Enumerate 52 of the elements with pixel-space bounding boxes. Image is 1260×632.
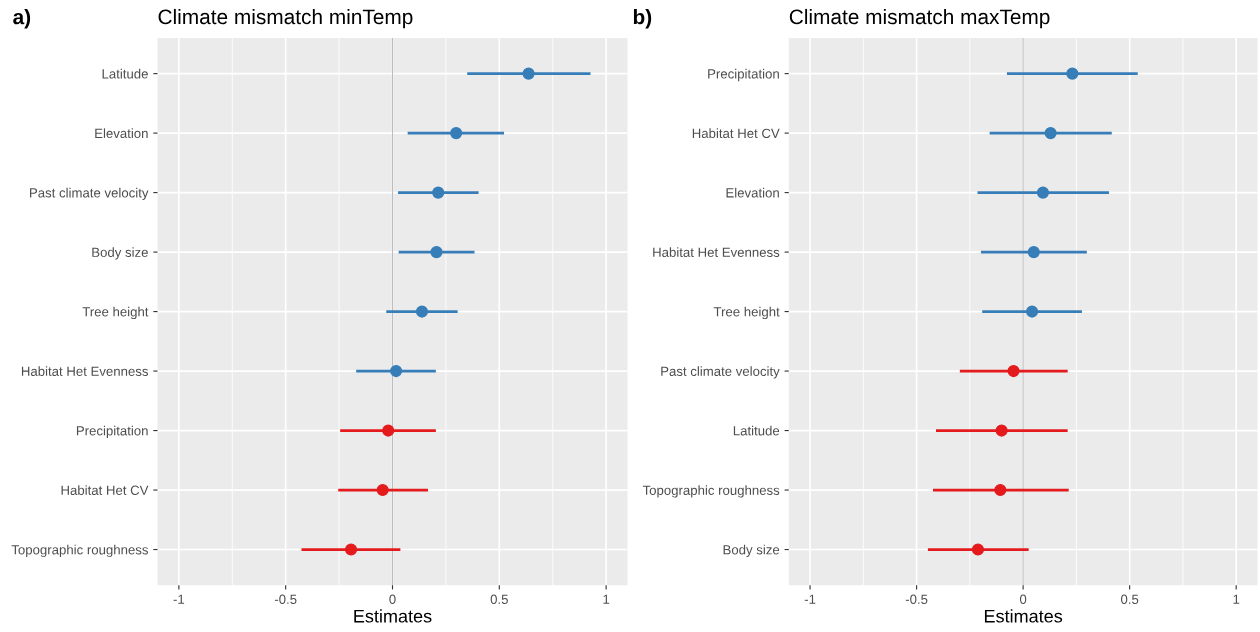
y-tick-label: Elevation [726, 187, 779, 198]
point [971, 543, 985, 556]
point [995, 424, 1008, 437]
x-tick-label: 0.5 [1120, 594, 1139, 604]
point [432, 186, 445, 199]
point [1025, 305, 1039, 318]
y-tick-label: Precipitation [708, 68, 779, 82]
x-tick-label: -1 [804, 594, 816, 604]
y-tick-label: Latitude [102, 68, 148, 79]
x-axis-title: Estimates [354, 609, 432, 623]
y-tick-label: Tree height [713, 306, 780, 320]
y-tick-label: Elevation [95, 128, 148, 139]
x-tick-label: 0.5 [490, 594, 508, 604]
x-tick-label: 0 [1019, 594, 1027, 604]
point [1044, 127, 1057, 140]
x-axis-title: Estimates [984, 609, 1063, 623]
y-tick-label: Habitat Het CV [692, 128, 780, 139]
x-tick-label: -0.5 [274, 594, 297, 604]
point [1027, 246, 1040, 259]
y-tick-label: Latitude [733, 425, 780, 436]
point [376, 483, 389, 497]
y-tick-label: Habitat Het CV [61, 485, 149, 495]
point [522, 67, 535, 80]
point [1036, 186, 1050, 199]
chart-title: Climate mismatch maxTemp [789, 8, 1050, 29]
y-tick-label: Tree height [82, 306, 149, 320]
point [1007, 364, 1020, 378]
y-tick-label: Past climate velocity [30, 187, 149, 201]
x-tick-label: 1 [1233, 594, 1240, 604]
text: a) [13, 9, 31, 29]
point [430, 246, 443, 259]
x-tick-label: -1 [173, 594, 185, 604]
point [415, 305, 429, 318]
chart-title: Climate mismatch minTemp [158, 8, 413, 29]
y-tick-label: Topographic roughness [642, 485, 780, 498]
point [1066, 67, 1079, 80]
y-tick-label: Body size [92, 247, 148, 260]
y-tick-label: Habitat Het Evenness [653, 247, 780, 257]
text: b) [633, 9, 652, 29]
y-tick-label: Past climate velocity [661, 366, 780, 379]
y-tick-label: Precipitation [76, 425, 148, 439]
point [344, 543, 358, 556]
y-tick-label: Topographic roughness [11, 544, 149, 558]
x-tick-label: -0.5 [905, 594, 928, 604]
point [390, 364, 403, 378]
point [382, 424, 395, 437]
y-tick-label: Body size [723, 544, 780, 558]
y-tick-label: Habitat Het Evenness [21, 366, 148, 376]
point [994, 483, 1007, 497]
point [450, 127, 463, 140]
x-tick-label: 1 [603, 594, 610, 604]
x-tick-label: 0 [389, 594, 396, 604]
